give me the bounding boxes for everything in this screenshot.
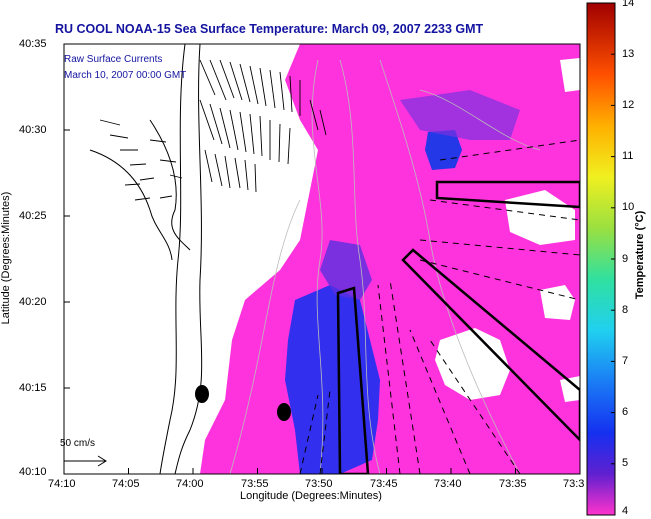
cloud-gap-5 xyxy=(560,376,580,402)
y-tick-label: 40:25 xyxy=(19,210,47,222)
x-axis-title: Longitude (Degrees:Minutes) xyxy=(240,490,382,502)
y-tick-label: 40:10 xyxy=(19,466,47,478)
y-tick-label: 40:20 xyxy=(19,296,47,308)
currents-legend-title: Raw Surface Currents xyxy=(64,54,163,65)
cloud-gap-6 xyxy=(560,58,580,92)
colorbar-tick-label: 12 xyxy=(622,99,635,111)
scale-label: 50 cm/s xyxy=(60,438,96,449)
y-tick-label: 40:30 xyxy=(19,124,47,136)
colorbar-title: Temperature (°C) xyxy=(634,210,646,300)
cloud-gap-3 xyxy=(540,285,575,320)
map-title: RU COOL NOAA-15 Sea Surface Temperature:… xyxy=(55,22,484,36)
x-tick-label: 73:45 xyxy=(370,478,398,490)
cool-water-ne xyxy=(400,90,520,140)
x-ticks xyxy=(63,468,581,474)
bathymetry-contours xyxy=(229,59,541,474)
coastline xyxy=(89,44,203,474)
station-marker-2 xyxy=(277,403,291,421)
x-tick-label: 73:40 xyxy=(434,478,462,490)
radar-beams xyxy=(299,139,580,474)
y-tick-label: 40:35 xyxy=(19,38,47,50)
cloud-gap-1 xyxy=(435,328,510,400)
x-tick-label: 73:50 xyxy=(305,478,333,490)
currents-legend-time: March 10, 2007 00:00 GMT xyxy=(64,70,187,81)
x-tick-label: 74:00 xyxy=(176,478,204,490)
cloud-gap-4 xyxy=(240,218,270,260)
cool-water-north xyxy=(425,130,462,170)
colorbar-tick-label: 4 xyxy=(622,505,629,517)
colorbar-tick-label: 9 xyxy=(622,253,629,265)
x-tick-label: 74:10 xyxy=(48,478,76,490)
colorbar-tick-label: 6 xyxy=(622,406,629,418)
colorbar-tick-label: 8 xyxy=(622,304,629,316)
x-tick-label: 74:05 xyxy=(112,478,140,490)
station-marker-1 xyxy=(195,385,209,403)
transect-boxes xyxy=(336,180,580,474)
x-tick-label: 73:3 xyxy=(563,478,585,490)
colorbar xyxy=(586,2,616,516)
surface-currents xyxy=(99,59,327,201)
y-ticks xyxy=(64,43,70,475)
colorbar-tick-label: 7 xyxy=(622,355,629,367)
y-tick-label: 40:15 xyxy=(19,382,47,394)
x-tick-label: 73:55 xyxy=(241,478,269,490)
colorbar-ticks xyxy=(611,2,615,516)
colorbar-tick-label: 11 xyxy=(622,150,634,162)
colorbar-tick-label: 14 xyxy=(622,0,635,9)
x-tick-label: 73:35 xyxy=(499,478,527,490)
colorbar-tick-label: 10 xyxy=(622,201,635,213)
colorbar-tick-label: 5 xyxy=(622,457,629,469)
y-axis-title: Latitude (Degrees:Minutes) xyxy=(0,191,12,325)
scale-arrow xyxy=(64,455,107,467)
colorbar-tick-label: 13 xyxy=(622,48,635,60)
